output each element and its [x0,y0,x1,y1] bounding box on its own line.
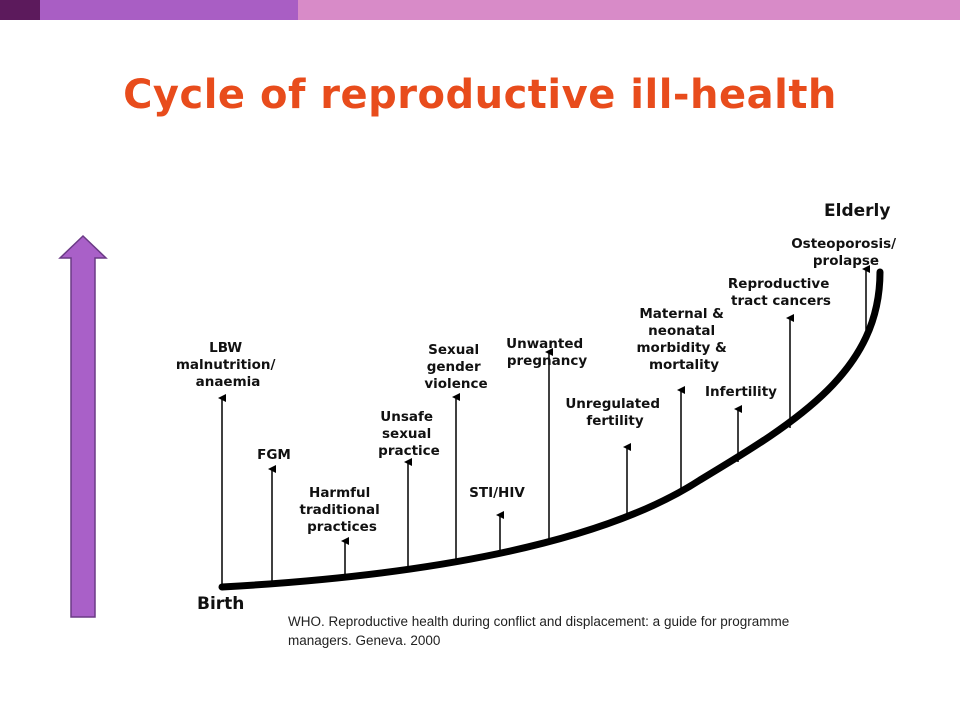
issue-label-line: Reproductive [728,276,829,292]
issue-label: Unregulated fertility [565,396,664,429]
issue-label: Sexual gender violence [424,342,487,392]
issue-label-line: malnutrition/ [176,357,276,373]
issue-label-line: tract cancers [731,293,831,309]
issue-label-line: sexual [382,426,431,442]
issue-label-line: Unsafe [380,409,433,425]
top-bar-dark-segment [0,0,40,20]
citation-line: managers. Geneva. 2000 [288,633,441,648]
issue-label-line: LBW [209,340,242,356]
issue-label: Unsafe sexual practice [378,409,440,459]
slide-title: Cycle of reproductive ill-health [123,72,837,118]
issue-label-line: mortality [649,357,719,373]
issue-label-line: prolapse [813,253,879,269]
issue-labels: LBW malnutrition/ anaemia FGM Harmful tr… [176,236,901,535]
issue-label-line: morbidity & [636,340,727,356]
issue-label: Osteoporosis/ prolapse [791,236,901,269]
issue-label: FGM [257,447,291,463]
top-accent-bar [0,0,960,20]
issue-label: LBW malnutrition/ anaemia [176,340,280,390]
source-citation: WHO. Reproductive health during conflict… [288,612,908,650]
issue-label-line: STI/HIV [469,485,525,501]
top-bar-light-segment [298,0,960,20]
birth-label: Birth [197,594,244,614]
issue-label: Infertility [705,384,777,400]
issue-label-line: Osteoporosis/ [791,236,896,252]
issue-label-line: Harmful [309,485,370,501]
issue-label-line: FGM [257,447,291,463]
issue-label-line: Infertility [705,384,777,400]
issue-label: Unwanted pregnancy [506,336,588,369]
issue-label-line: practices [307,519,377,535]
issue-label-line: Sexual [428,342,479,358]
issue-label-line: pregnancy [507,353,587,369]
issue-label: STI/HIV [469,485,525,501]
upward-arrow-icon [58,234,108,618]
issue-label-line: Maternal & [639,306,724,322]
elderly-label: Elderly [824,201,890,221]
issue-label-line: violence [424,376,487,392]
issue-label: Maternal & neonatal morbidity & mortalit… [636,306,731,373]
issue-arrows [218,265,870,586]
issue-label-line: practice [378,443,440,459]
issue-label: Reproductive tract cancers [728,276,834,309]
issue-label-line: Unwanted [506,336,583,352]
citation-line: WHO. Reproductive health during conflict… [288,614,790,629]
issue-label-line: neonatal [648,323,715,339]
life-curve [218,268,884,591]
issue-label-line: traditional [300,502,380,518]
issue-label-line: Unregulated [565,396,660,412]
issue-label-line: fertility [586,413,643,429]
issue-label: Harmful traditional practices [300,485,385,535]
top-bar-mid-segment [40,0,298,20]
issue-label-line: anaemia [196,374,261,390]
issue-label-line: gender [427,359,481,375]
